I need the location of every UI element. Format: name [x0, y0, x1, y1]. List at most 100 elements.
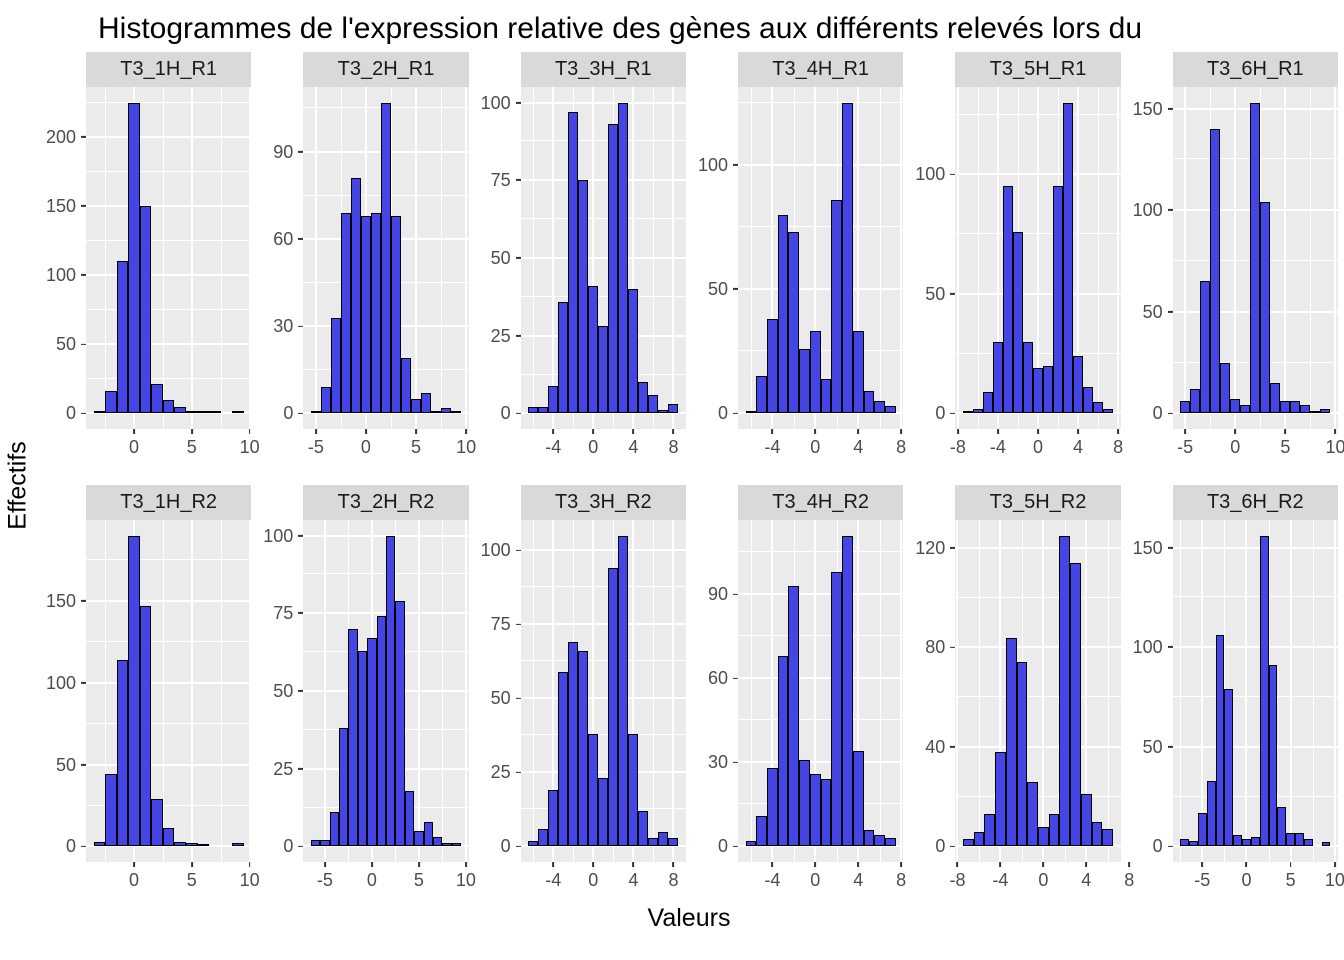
x-tick-label: -5 [307, 437, 324, 457]
histogram-bar [578, 651, 589, 847]
histogram-bar [831, 199, 843, 414]
gridline-major [552, 520, 555, 862]
histogram-bar [766, 768, 778, 847]
gridline-minor [86, 377, 252, 379]
facet-T3_4H_R2: T3_4H_R2 0 30 60 90 -4 0 4 8 [686, 485, 906, 900]
gridline-minor [1312, 520, 1314, 862]
gridline-minor [750, 87, 752, 429]
histogram-bar [1303, 838, 1313, 847]
y-tick-label: 0 [500, 836, 511, 857]
facet-grid: T3_1H_R1 0 50 100 150 200 0 5 10 T3_2H_R1 0 30 60 90-… [0, 52, 1344, 900]
gridline-major [520, 549, 686, 552]
gridline-minor [737, 719, 904, 721]
gridline-major [737, 163, 904, 166]
gridline-major [520, 179, 686, 182]
y-tick-label: 50 [925, 283, 946, 304]
x-tick-label: -4 [989, 437, 1006, 457]
histogram-bar [1012, 231, 1023, 414]
gridline-minor [520, 734, 686, 736]
histogram-bar [329, 812, 340, 847]
histogram-bar [105, 774, 117, 847]
y-tick-mark [298, 845, 304, 848]
gridline-minor [520, 140, 686, 142]
histogram-bar [578, 180, 589, 414]
y-axis: 0 30 60 90 [686, 520, 738, 862]
y-tick-mark [1167, 209, 1173, 212]
x-tick-mark [1334, 429, 1337, 434]
y-tick-mark [950, 412, 956, 415]
y-axis: 0 50 100 [686, 87, 738, 429]
x-tick-label: 5 [186, 437, 197, 457]
x-tick-mark [190, 862, 193, 867]
x-tick-label: 4 [628, 870, 639, 890]
gridline-major [520, 101, 686, 104]
y-tick-mark [732, 761, 738, 764]
x-tick-mark [592, 862, 595, 867]
y-tick-mark [1167, 310, 1173, 313]
facet-strip-label: T3_3H_R1 [554, 58, 652, 80]
x-tick-label: -4 [764, 437, 781, 457]
y-tick-label: 75 [490, 170, 511, 191]
histogram-bar [1295, 832, 1304, 847]
histogram-bar [568, 111, 579, 414]
x-tick-mark [190, 429, 193, 434]
histogram-bar [538, 828, 549, 847]
gridline-minor [86, 170, 252, 172]
histogram-bar [1103, 408, 1114, 414]
gridline-minor [955, 696, 1121, 698]
y-tick-label: 0 [65, 836, 76, 857]
gridline-minor [977, 87, 979, 429]
y-axis: 0 25 50 75 100 [251, 520, 304, 862]
gridline-major [86, 763, 252, 766]
histogram-bar [874, 401, 886, 414]
facet-strip-label: T3_6H_R2 [1206, 491, 1304, 513]
y-tick-label: 100 [480, 540, 511, 561]
x-tick-label: 0 [810, 870, 821, 890]
x-tick-mark [1245, 862, 1248, 867]
histogram-bar [197, 844, 210, 847]
x-tick-mark [248, 862, 251, 867]
histogram-bar [558, 301, 569, 414]
facet-panel [737, 87, 904, 429]
facet-strip: T3_5H_R2 [955, 485, 1121, 520]
gridline-major [737, 288, 904, 291]
gridline-major [303, 845, 469, 848]
gridline-major [1172, 646, 1338, 649]
histogram-bar [310, 410, 321, 414]
histogram-bar [628, 289, 639, 414]
gridline-major [900, 87, 903, 429]
gridline-major [86, 600, 252, 602]
histogram-bar [788, 585, 800, 847]
histogram-bar [863, 391, 875, 414]
gridline-major [814, 87, 817, 429]
histogram-bar [370, 212, 381, 414]
x-axis: -4 0 4 8 [521, 862, 686, 900]
histogram-bar [385, 535, 396, 847]
y-tick-label: 0 [717, 836, 728, 857]
histogram-bar [863, 829, 875, 847]
y-tick-mark [81, 600, 86, 602]
x-tick-mark [1289, 862, 1292, 867]
histogram-bar [668, 837, 679, 847]
x-tick-mark [632, 429, 635, 434]
y-tick-mark [298, 767, 304, 770]
gridline-major [955, 646, 1121, 649]
gridline-major [86, 136, 252, 139]
histogram-bar [174, 841, 186, 847]
histogram-bar [648, 394, 659, 414]
facet-T3_3H_R2: T3_3H_R2 0 25 50 75 100 -4 0 4 8 [469, 485, 686, 900]
gridline-major [520, 845, 686, 848]
histogram-bar [348, 628, 358, 847]
x-tick-mark [857, 862, 860, 867]
gridline-minor [750, 520, 752, 862]
y-axis: 0 30 60 90 [251, 87, 304, 429]
histogram-bar [1059, 535, 1071, 847]
x-tick-mark [956, 429, 959, 434]
gridline-minor [86, 101, 252, 103]
histogram-bar [973, 831, 985, 847]
histogram-bar [186, 843, 198, 847]
histogram-bar [756, 376, 767, 414]
histogram-bar [1277, 806, 1287, 847]
gridline-major [592, 87, 595, 429]
